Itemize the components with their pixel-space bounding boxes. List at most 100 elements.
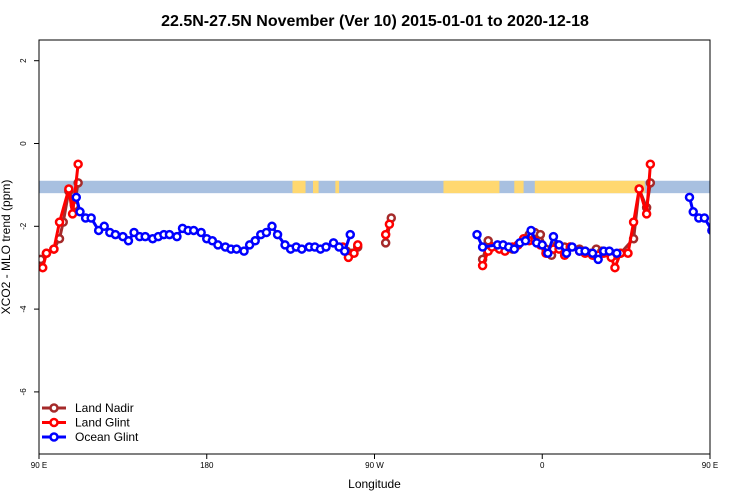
land-segment bbox=[292, 180, 306, 194]
data-point-land-glint bbox=[349, 248, 359, 258]
y-tick-label: 2 bbox=[19, 58, 28, 63]
data-point-ocean-glint bbox=[684, 192, 695, 203]
data-point-ocean-glint bbox=[733, 233, 740, 240]
x-axis-label: Longitude bbox=[348, 477, 401, 491]
data-point-ocean-glint bbox=[75, 207, 85, 217]
data-point-ocean-glint bbox=[593, 254, 603, 265]
legend-swatch-marker bbox=[49, 432, 59, 442]
data-point-land-glint bbox=[645, 159, 656, 169]
data-point-ocean-glint bbox=[509, 244, 520, 254]
x-tick-label: 180 bbox=[200, 461, 214, 470]
legend-label: Land Glint bbox=[75, 416, 130, 430]
data-point-ocean-glint bbox=[612, 248, 622, 258]
land-segment bbox=[443, 180, 500, 194]
legend-swatch-marker bbox=[49, 403, 59, 413]
y-axis-label: XCO2 - MLO trend (ppm) bbox=[0, 180, 13, 315]
data-point-ocean-glint bbox=[543, 248, 553, 258]
data-point-land-glint bbox=[610, 262, 620, 273]
x-tick-label: 90 W bbox=[365, 461, 384, 470]
data-point-land-glint bbox=[477, 260, 488, 271]
data-point-ocean-glint bbox=[86, 213, 96, 223]
data-point-land-nadir bbox=[535, 229, 546, 240]
x-tick-label: 90 E bbox=[31, 461, 47, 470]
land-segment bbox=[534, 180, 645, 194]
data-point-ocean-glint bbox=[725, 231, 732, 238]
legend-item-land-glint: Land Glint bbox=[42, 416, 130, 430]
data-point-land-glint bbox=[41, 248, 52, 258]
data-point-ocean-glint bbox=[567, 242, 577, 252]
x-tick-label: 0 bbox=[540, 461, 545, 470]
land-segment bbox=[312, 180, 319, 194]
data-point-ocean-glint bbox=[239, 246, 249, 256]
data-point-land-glint bbox=[380, 229, 391, 240]
y-tick-label: -6 bbox=[19, 388, 28, 396]
data-point-ocean-glint bbox=[261, 227, 272, 238]
data-point-land-glint bbox=[67, 209, 78, 219]
data-point-land-glint bbox=[384, 219, 395, 229]
y-tick-label: 0 bbox=[19, 141, 28, 146]
data-point-ocean-glint bbox=[477, 242, 488, 252]
data-point-ocean-glint bbox=[71, 192, 82, 203]
legend-label: Ocean Glint bbox=[75, 430, 139, 444]
legend-swatch-marker bbox=[49, 417, 59, 428]
legend-item-land-nadir: Land Nadir bbox=[42, 401, 134, 415]
chart-title: 22.5N-27.5N November (Ver 10) 2015-01-01… bbox=[161, 13, 589, 30]
data-point-ocean-glint bbox=[604, 246, 615, 256]
data-point-ocean-glint bbox=[707, 226, 710, 235]
data-point-ocean-glint bbox=[339, 246, 350, 256]
data-point-ocean-glint bbox=[688, 207, 698, 217]
data-point-ocean-glint bbox=[123, 236, 134, 246]
data-point-ocean-glint bbox=[213, 240, 223, 250]
data-point-ocean-glint bbox=[250, 236, 260, 246]
legend-label: Land Nadir bbox=[75, 401, 134, 415]
data-point-land-nadir bbox=[380, 238, 391, 248]
data-point-land-glint bbox=[73, 159, 83, 169]
data-point-ocean-glint bbox=[172, 231, 182, 242]
data-point-ocean-glint bbox=[267, 221, 277, 232]
land-segment bbox=[335, 180, 340, 194]
data-point-land-glint bbox=[641, 209, 652, 219]
data-point-ocean-glint bbox=[110, 229, 121, 240]
data-point-ocean-glint bbox=[699, 213, 710, 223]
series-layer bbox=[39, 159, 750, 273]
data-point-ocean-glint bbox=[554, 240, 564, 250]
data-point-ocean-glint bbox=[99, 221, 109, 232]
y-axis: 2 0 -2 -4 -6 bbox=[19, 40, 40, 454]
data-point-ocean-glint bbox=[738, 237, 745, 244]
data-point-land-glint bbox=[634, 184, 644, 194]
data-point-ocean-glint bbox=[188, 225, 199, 236]
land-mask-strip bbox=[39, 180, 710, 194]
x-tick-label: 90 E bbox=[702, 461, 718, 470]
data-point-ocean-glint bbox=[140, 231, 150, 242]
data-point-ocean-glint bbox=[231, 244, 242, 254]
data-point-ocean-glint bbox=[520, 236, 531, 246]
data-point-ocean-glint bbox=[345, 229, 356, 240]
data-point-ocean-glint bbox=[321, 242, 331, 252]
data-point-ocean-glint bbox=[297, 244, 307, 254]
data-point-land-glint bbox=[64, 184, 74, 194]
data-point-ocean-glint bbox=[164, 229, 175, 240]
data-point-land-glint bbox=[352, 240, 363, 250]
land-segment bbox=[514, 180, 524, 194]
data-point-ocean-glint bbox=[561, 248, 572, 258]
y-tick-label: -2 bbox=[19, 222, 28, 230]
series-ocean-glint bbox=[71, 192, 750, 265]
data-point-ocean-glint bbox=[548, 231, 559, 242]
data-point-ocean-glint bbox=[196, 227, 206, 238]
data-point-land-glint bbox=[54, 217, 65, 227]
data-point-land-glint bbox=[628, 217, 639, 227]
data-point-ocean-glint bbox=[526, 225, 536, 236]
data-point-ocean-glint bbox=[720, 229, 727, 236]
data-point-ocean-glint bbox=[714, 223, 721, 230]
data-point-ocean-glint bbox=[744, 229, 750, 236]
data-point-ocean-glint bbox=[272, 229, 283, 240]
data-point-land-glint bbox=[49, 244, 59, 254]
data-point-ocean-glint bbox=[537, 240, 547, 250]
data-point-land-glint bbox=[623, 248, 633, 258]
data-point-ocean-glint bbox=[587, 248, 598, 258]
data-point-land-glint bbox=[39, 262, 48, 273]
legend-item-ocean-glint: Ocean Glint bbox=[42, 430, 139, 444]
y-tick-label: -4 bbox=[19, 305, 28, 313]
